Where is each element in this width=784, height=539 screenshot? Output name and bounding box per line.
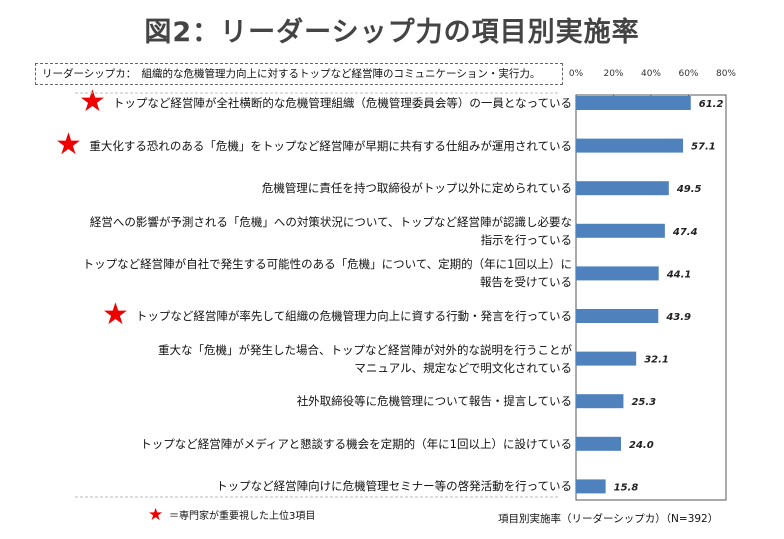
category-label: 危機管理に責任を持つ取締役がトップ以外に定められている [261, 181, 572, 196]
category-label: 経営への影響が予測される「危機」への対策状況について、トップなど経営陣が認識し必… [89, 214, 572, 247]
x-tick-label: 60% [678, 69, 698, 79]
value-label: 25.3 [631, 397, 656, 408]
bar [576, 138, 684, 153]
x-tick-label: 20% [603, 69, 623, 79]
bar [576, 266, 659, 281]
category-label: 重大な「危機」が発生した場合、トップなど経営陣が対外的な説明を行うことが マニュア… [158, 342, 572, 375]
value-label: 57.1 [691, 142, 716, 153]
bar [576, 351, 637, 366]
value-label: 44.1 [666, 269, 692, 280]
value-label: 24.0 [629, 440, 654, 451]
bar [576, 96, 691, 110]
category-label: トップなど経営陣が自社で発生する可能性のある「危機」について、定期的（年に1回以… [82, 257, 572, 290]
value-label: 32.1 [644, 355, 669, 366]
x-tick-label: 80% [716, 69, 736, 79]
red-star-icon: ★ [102, 297, 129, 332]
value-label: 49.5 [676, 184, 702, 195]
value-label: 15.8 [614, 482, 639, 493]
footnote: ＝専門家が重要視した上位3項目 [169, 511, 316, 522]
red-star-icon: ★ [79, 84, 106, 119]
x-tick-label: 40% [641, 69, 661, 79]
page-title: 図2：リーダーシップ力の項目別実施率 [144, 17, 640, 48]
bar [576, 436, 621, 451]
bar [576, 479, 606, 494]
chart-note: 項目別実施率（リーダーシップカ）（N=392） [498, 513, 719, 525]
value-label: 43.9 [665, 312, 691, 323]
red-star-icon: ★ [55, 126, 82, 162]
bar [576, 309, 659, 323]
value-label: 47.4 [672, 227, 698, 238]
category-label: トップなど経営陣が全社横断的な危機管理組織（危機管理委員会等）の一員となっている [112, 96, 572, 110]
bar [576, 181, 669, 196]
x-tick-label: 0% [569, 69, 584, 79]
definition-box: リーダーシップカ： 組織的な危機管理力向上に対するトップなど経営陣のコミュニケー… [35, 63, 563, 85]
bar [576, 394, 624, 409]
category-label: 社外取締役等に危機管理について報告・提言している [296, 394, 572, 409]
bar [576, 223, 665, 238]
red-star-icon: ★ [148, 505, 164, 525]
category-label: 重大化する恐れのある「危機」をトップなど経営陣が早期に共有する仕組みが運用されて… [89, 138, 572, 153]
value-label: 61.2 [699, 99, 724, 110]
category-label: トップなど経営陣向けに危機管理セミナー等の啓発活動を行っている [216, 479, 572, 494]
category-label: トップなど経営陣が率先して組織の危機管理力向上に資する行動・発言を行っている [135, 309, 572, 323]
category-label: トップなど経営陣がメディアと懇談する機会を定期的（年に1回以上）に設けている [140, 436, 572, 451]
